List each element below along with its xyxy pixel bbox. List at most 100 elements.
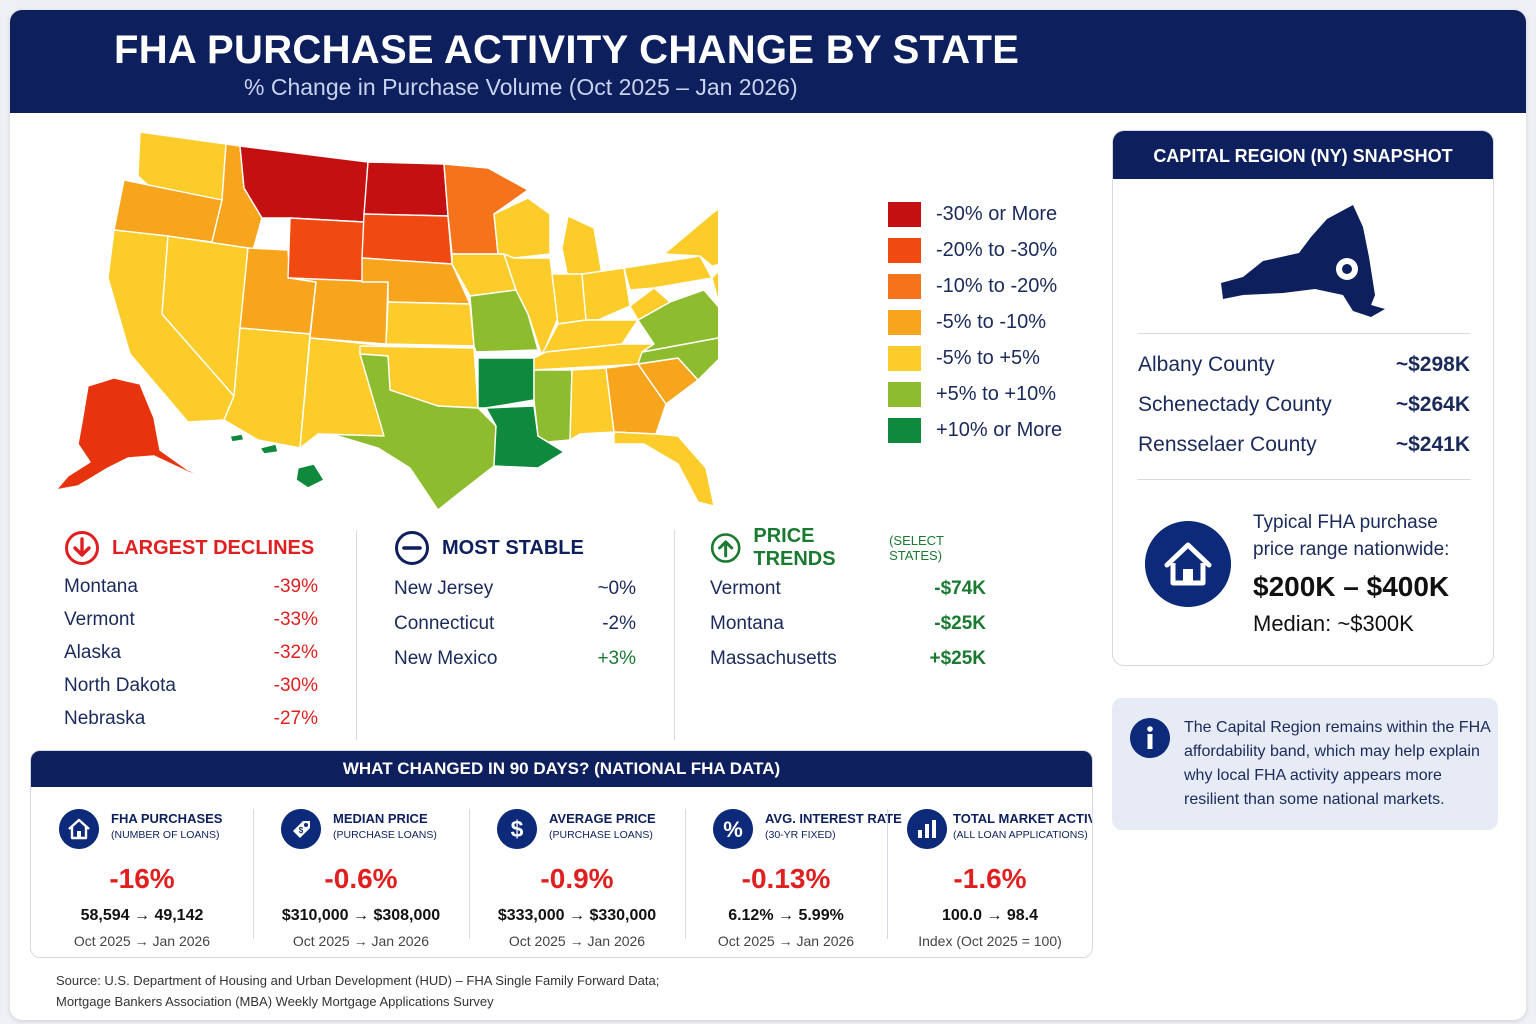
metric-value: -0.6% [324, 863, 398, 894]
state-ohio [581, 267, 631, 321]
state-name: Vermont [64, 609, 135, 630]
stable-row: New Jersey ~0% [394, 572, 636, 607]
state-value: -27% [273, 708, 318, 729]
typical-label-line-2: price range nationwide: [1253, 539, 1450, 560]
state-north-dakota [363, 161, 449, 217]
metric-period: Index (Oct 2025 = 100) [918, 933, 1062, 949]
legend-item: -10% to -20% [888, 268, 1062, 304]
metric-market-activity: TOTAL MARKET ACTIVITY (ALL LOAN APPLICAT… [887, 787, 1092, 957]
state-hawaii-3 [295, 463, 325, 489]
state-alabama [569, 367, 615, 441]
price-heading: PRICE TRENDS (SELECT STATES) [710, 525, 986, 570]
state-virginia [637, 289, 718, 353]
state-value: -33% [273, 609, 318, 630]
state-mississippi [533, 369, 573, 443]
legend-item: -20% to -30% [888, 232, 1062, 268]
up-arrow-icon [710, 533, 741, 563]
metric-average-price: $ AVERAGE PRICE (PURCHASE LOANS) -0.9% $… [469, 787, 685, 957]
state-name: New Jersey [394, 578, 494, 599]
state-new-york [663, 208, 718, 267]
state-west-virginia [629, 287, 671, 321]
median-price: Median: ~$300K [1253, 611, 1414, 636]
most-stable-panel: MOST STABLE New Jersey ~0% Connecticut -2%… [394, 530, 636, 742]
infographic: FHA PURCHASE ACTIVITY CHANGE BY STATE % … [10, 10, 1526, 1020]
divider [1138, 479, 1470, 480]
decline-row: Alaska -32% [64, 636, 318, 669]
stable-title: MOST STABLE [442, 536, 584, 559]
info-text: The Capital Region remains within the FH… [1184, 719, 1490, 808]
state-florida [613, 431, 715, 507]
legend-item: -5% to -10% [888, 304, 1062, 340]
legend-swatch [888, 417, 921, 443]
legend-item: -30% or More [888, 196, 1062, 232]
state-value: -2% [602, 613, 636, 634]
divider [356, 530, 357, 740]
us-map [55, 131, 718, 511]
metric-interest-rate: % AVG. INTEREST RATE (30-YR FIXED) -0.13… [685, 787, 902, 957]
svg-text:$: $ [299, 826, 304, 835]
stable-row: Connecticut -2% [394, 607, 636, 642]
metric-label: MEDIAN PRICE [333, 811, 428, 826]
legend-label: -5% to -10% [936, 310, 1047, 333]
legend-label: -20% to -30% [936, 238, 1058, 261]
state-arkansas [477, 357, 535, 409]
state-value: -30% [273, 675, 318, 696]
new-york-state-icon [1221, 205, 1385, 317]
state-north-carolina [637, 337, 718, 381]
state-alaska [55, 377, 209, 491]
state-texas [317, 353, 497, 511]
stable-heading: MOST STABLE [394, 530, 636, 566]
state-value: -32% [273, 642, 318, 663]
svg-text:$: $ [511, 816, 524, 842]
state-value: -$25K [934, 613, 986, 634]
divider [674, 530, 675, 740]
state-south-dakota [361, 213, 453, 265]
divider [253, 809, 254, 939]
metric-sublabel: (PURCHASE LOANS) [333, 829, 437, 841]
decline-row: Vermont -33% [64, 603, 318, 636]
metric-fha-purchases: FHA PURCHASES (NUMBER OF LOANS) -16% 58,… [31, 787, 253, 957]
typical-label-line-1: Typical FHA purchase [1253, 512, 1438, 533]
county-row: Schenectady County ~$264K [1138, 385, 1470, 425]
state-name: Montana [710, 613, 784, 634]
legend-label: -5% to +5% [936, 346, 1040, 369]
largest-declines-panel: LARGEST DECLINES Montana -39% Vermont -33%… [64, 530, 318, 742]
state-value: +$25K [929, 648, 986, 669]
metric-period: Oct 2025 → Jan 2026 [508, 933, 646, 949]
dollar-icon: $ [497, 809, 537, 849]
county-name: Albany County [1138, 353, 1275, 376]
state-hawaii-2 [259, 443, 279, 455]
legend-swatch [888, 345, 921, 371]
state-georgia [605, 363, 667, 435]
state-value: +3% [597, 648, 636, 669]
metric-value: -0.13% [741, 863, 831, 894]
divider [887, 809, 888, 939]
county-value: ~$264K [1395, 393, 1470, 416]
state-name: Alaska [64, 642, 122, 663]
state-name: Massachusetts [710, 648, 837, 669]
price-tag-icon: $ [281, 809, 321, 849]
header-banner: FHA PURCHASE ACTIVITY CHANGE BY STATE % … [10, 10, 1526, 113]
metric-from-to: 58,594 → 49,142 [80, 907, 204, 924]
price-row: Massachusetts +$25K [710, 642, 986, 677]
legend-item: -5% to +5% [888, 340, 1062, 376]
metric-from-to: $333,000 → $330,000 [497, 907, 657, 924]
house-icon [1145, 521, 1231, 607]
legend-swatch [888, 273, 921, 299]
state-new-jersey [711, 271, 718, 301]
metric-sublabel: (30-YR FIXED) [765, 829, 836, 841]
stable-row: New Mexico +3% [394, 642, 636, 677]
county-name: Rensselaer County [1138, 433, 1317, 456]
metric-from-to: 6.12% → 5.99% [728, 907, 844, 924]
price-title: PRICE TRENDS [753, 525, 836, 570]
county-row: Rensselaer County ~$241K [1138, 425, 1470, 465]
decline-row: North Dakota -30% [64, 669, 318, 702]
typical-price-range: Typical FHA purchase price range nationw… [1253, 509, 1483, 637]
price-row: Montana -$25K [710, 607, 986, 642]
down-arrow-icon [65, 531, 99, 565]
state-value: -$74K [934, 578, 986, 599]
state-value: -39% [273, 576, 318, 597]
metric-sublabel: (ALL LOAN APPLICATIONS) [953, 829, 1088, 841]
county-row: Albany County ~$298K [1138, 345, 1470, 385]
legend-item: +10% or More [888, 412, 1062, 448]
